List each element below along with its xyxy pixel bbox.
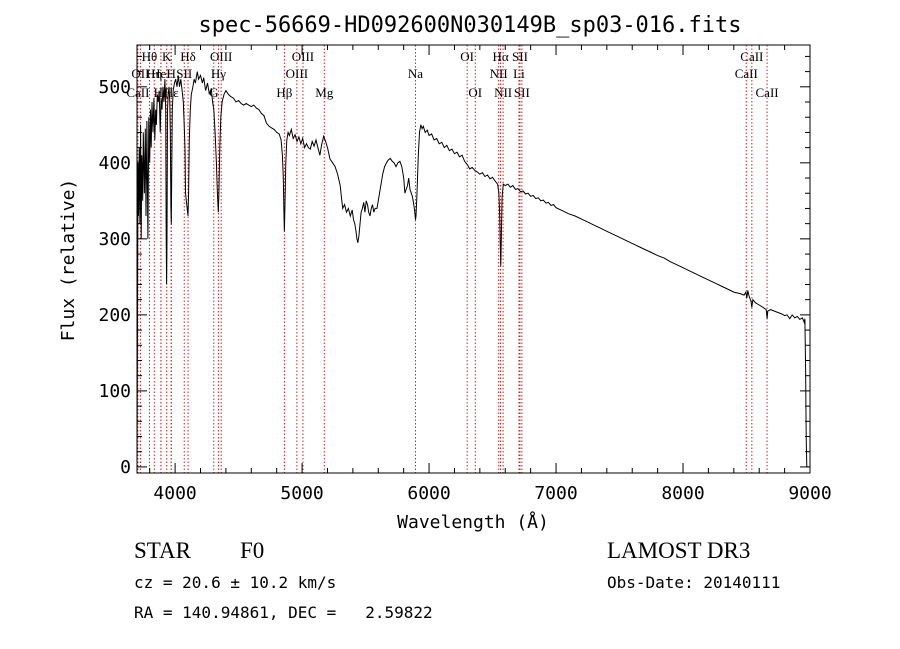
line-marker-label: H (166, 66, 175, 81)
line-marker-label: SII (514, 85, 530, 100)
line-marker-label: Hε (164, 85, 179, 100)
line-marker-label: OII (131, 66, 149, 81)
plot-frame (136, 44, 811, 474)
line-marker-label: SII (512, 49, 528, 64)
line-marker-label: Hγ (211, 66, 226, 81)
line-marker-label: NII (490, 66, 508, 81)
object-class: STAR (134, 538, 191, 563)
line-marker-label: OIII (286, 66, 308, 81)
line-markers (137, 45, 768, 473)
y-tick-label: 100 (98, 381, 131, 402)
line-marker-label: OIII (210, 49, 232, 64)
chart-title: spec-56669-HD092600N030149B_sp03-016.fit… (198, 13, 741, 38)
redshift-velocity: cz = 20.6 ± 10.2 km/s (134, 573, 337, 592)
coordinates: RA = 140.94861, DEC = 2.59822 (134, 603, 433, 622)
x-tick-label: 4000 (153, 483, 196, 504)
line-marker-label: Hθ (142, 49, 158, 64)
spectrum-series-line (136, 71, 809, 468)
line-marker-label: K (162, 49, 172, 64)
line-marker-label: OI (468, 85, 482, 100)
y-tick-label: 500 (98, 77, 131, 98)
line-marker-label: Na (408, 66, 423, 81)
line-marker-label: Hδ (180, 49, 196, 64)
survey-name: LAMOST DR3 (607, 538, 751, 563)
y-tick-label: 300 (98, 229, 131, 250)
x-tick-label: 9000 (788, 483, 831, 504)
y-axis-ticks: 0 100 200 300 400 500 (98, 55, 810, 478)
x-tick-label: 7000 (534, 483, 577, 504)
y-axis-label: Flux (relative) (58, 179, 79, 342)
line-marker-label: Li (513, 66, 525, 81)
x-tick-label: 5000 (280, 483, 323, 504)
object-subclass: F0 (240, 538, 265, 563)
line-marker-label: CaII (735, 66, 758, 81)
y-tick-label: 200 (98, 305, 131, 326)
x-axis-label: Wavelength (Å) (397, 511, 549, 533)
x-tick-label: 6000 (407, 483, 450, 504)
line-marker-label: CaII (126, 85, 149, 100)
line-marker-label: CaII (756, 85, 779, 100)
line-marker-label: OI (460, 49, 474, 64)
y-tick-label: 400 (98, 153, 131, 174)
line-marker-label: CaII (740, 49, 763, 64)
line-marker-label: Hα (492, 49, 508, 64)
x-axis-ticks: 4000 5000 6000 7000 8000 9000 (149, 45, 832, 504)
line-marker-label: NII (494, 85, 512, 100)
observation-date: Obs-Date: 20140111 (607, 573, 781, 592)
line-marker-label: Hβ (276, 85, 292, 100)
y-tick-label: 0 (120, 457, 131, 478)
x-tick-label: 8000 (661, 483, 704, 504)
line-marker-label: Mg (315, 85, 334, 100)
line-marker-label: SII (176, 66, 192, 81)
line-marker-label: G (209, 85, 218, 100)
line-marker-label: HeI (151, 66, 171, 81)
line-marker-label: Hη (146, 66, 162, 81)
line-marker-label: OIII (292, 49, 314, 64)
